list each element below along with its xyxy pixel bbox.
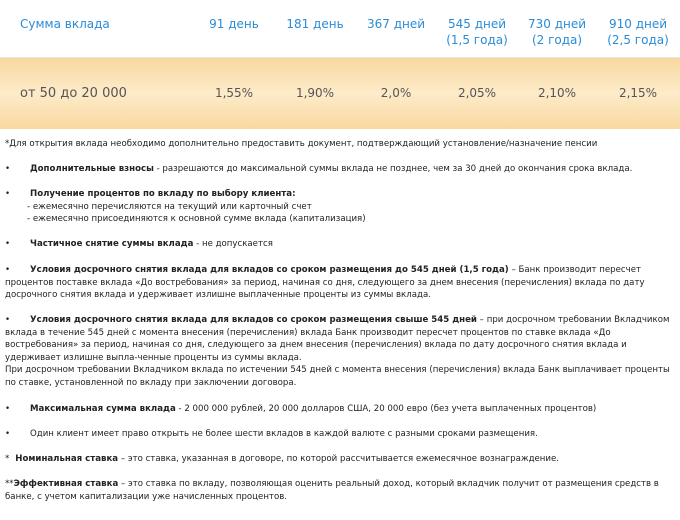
note-paragraph: • Один клиент имеет право открыть не боле… bbox=[5, 428, 675, 441]
note-heading: Дополнительные взносы bbox=[30, 164, 154, 174]
bullet: • bbox=[5, 189, 11, 199]
note-subline: - ежемесячно перечисляются на текущий ил… bbox=[27, 201, 312, 212]
header-cell: 367 дней bbox=[351, 16, 441, 32]
note-paragraph: • Максимальная сумма вклада - 2 000 000 р… bbox=[5, 403, 675, 416]
note-heading: Получение процентов по вкладу по выбору … bbox=[30, 189, 296, 199]
header-cell: 910 дней (2,5 года) bbox=[593, 16, 680, 48]
note-heading: Условия досрочного снятия вклада для вкл… bbox=[30, 265, 509, 275]
header-line: (2,5 года) bbox=[607, 33, 669, 47]
header-line: (1,5 года) bbox=[446, 33, 508, 47]
note-paragraph: • Условия досрочного снятия вклада для вк… bbox=[5, 264, 675, 302]
header-cell: 91 день bbox=[189, 16, 279, 32]
note-paragraph: * Номинальная ставка – это ставка, указан… bbox=[5, 453, 675, 466]
bullet: • bbox=[5, 265, 11, 275]
note-text: - разрешаются до максимальной суммы вкла… bbox=[153, 164, 633, 174]
bullet: * bbox=[5, 454, 10, 464]
note-text: – при досрочном требовании Вкладчиком вк… bbox=[5, 315, 670, 363]
bullet: • bbox=[5, 239, 11, 249]
header-line: Сумма вклада bbox=[20, 17, 110, 31]
note-heading: Частичное снятие суммы вклада bbox=[30, 239, 194, 249]
header-cell: 730 дней (2 года) bbox=[512, 16, 602, 48]
table-cell: 2,05% bbox=[457, 86, 497, 100]
note-text: - 2 000 000 рублей, 20 000 долларов США,… bbox=[175, 404, 597, 414]
note-paragraph: • Получение процентов по вкладу по выбору… bbox=[5, 188, 675, 226]
note-paragraph: • Частичное снятие суммы вклада - не допу… bbox=[5, 238, 675, 251]
note-heading: Эффективная ставка bbox=[13, 479, 119, 489]
header-line: 91 день bbox=[209, 17, 259, 31]
table-cell: 1,90% bbox=[295, 86, 335, 100]
row-band bbox=[0, 57, 680, 129]
table-cell: 1,55% bbox=[214, 86, 254, 100]
table-cell: 2,10% bbox=[537, 86, 577, 100]
note-paragraph: **Эффективная ставка – это ставка по вкл… bbox=[5, 478, 675, 503]
note-text: – это ставка по вкладу, позволяющая оцен… bbox=[5, 479, 659, 502]
note-heading: Номинальная ставка bbox=[15, 454, 119, 464]
note-text: – Банк производит пересчет процентов пос… bbox=[5, 265, 645, 300]
bullet: • bbox=[5, 164, 11, 174]
header-line: 367 дней bbox=[366, 17, 426, 31]
header-line: 181 день bbox=[286, 17, 344, 31]
table-cell: от 50 до 20 000 bbox=[20, 86, 127, 101]
bullet: • bbox=[5, 315, 11, 325]
table-cell: 2,0% bbox=[380, 86, 412, 100]
note-heading: Условия досрочного снятия вклада для вкл… bbox=[30, 315, 477, 325]
header-line: 910 дней bbox=[608, 17, 668, 31]
note-heading: Максимальная сумма вклада bbox=[30, 404, 176, 414]
note-subline: - ежемесячно присоединяются к основной с… bbox=[27, 214, 366, 224]
note-paragraph: • Дополнительные взносы - разрешаются до … bbox=[5, 163, 675, 176]
note-paragraph: • Условия досрочного снятия вклада для вк… bbox=[5, 314, 675, 389]
note-text: - не допускается bbox=[193, 239, 273, 249]
note-paragraph: *Для открытия вклада необходимо дополнит… bbox=[5, 138, 675, 151]
note-text: *Для открытия вклада необходимо дополнит… bbox=[5, 139, 598, 149]
header-line: (2 года) bbox=[531, 33, 583, 47]
header-cell: 181 день bbox=[270, 16, 360, 32]
header-cell: Сумма вклада bbox=[20, 16, 140, 32]
header-line: 730 дней bbox=[527, 17, 587, 31]
header-cell: 545 дней (1,5 года) bbox=[432, 16, 522, 48]
note-text: Один клиент имеет право открыть не более… bbox=[30, 429, 538, 439]
header-line: 545 дней bbox=[447, 17, 507, 31]
note-text: – это ставка, указанная в договоре, по к… bbox=[118, 454, 560, 464]
note-extra: При досрочном требовании Вкладчиком вкла… bbox=[5, 365, 670, 388]
bullet: • bbox=[5, 404, 11, 414]
bullet: ** bbox=[5, 479, 14, 489]
bullet: • bbox=[5, 429, 11, 439]
table-cell: 2,15% bbox=[618, 86, 658, 100]
